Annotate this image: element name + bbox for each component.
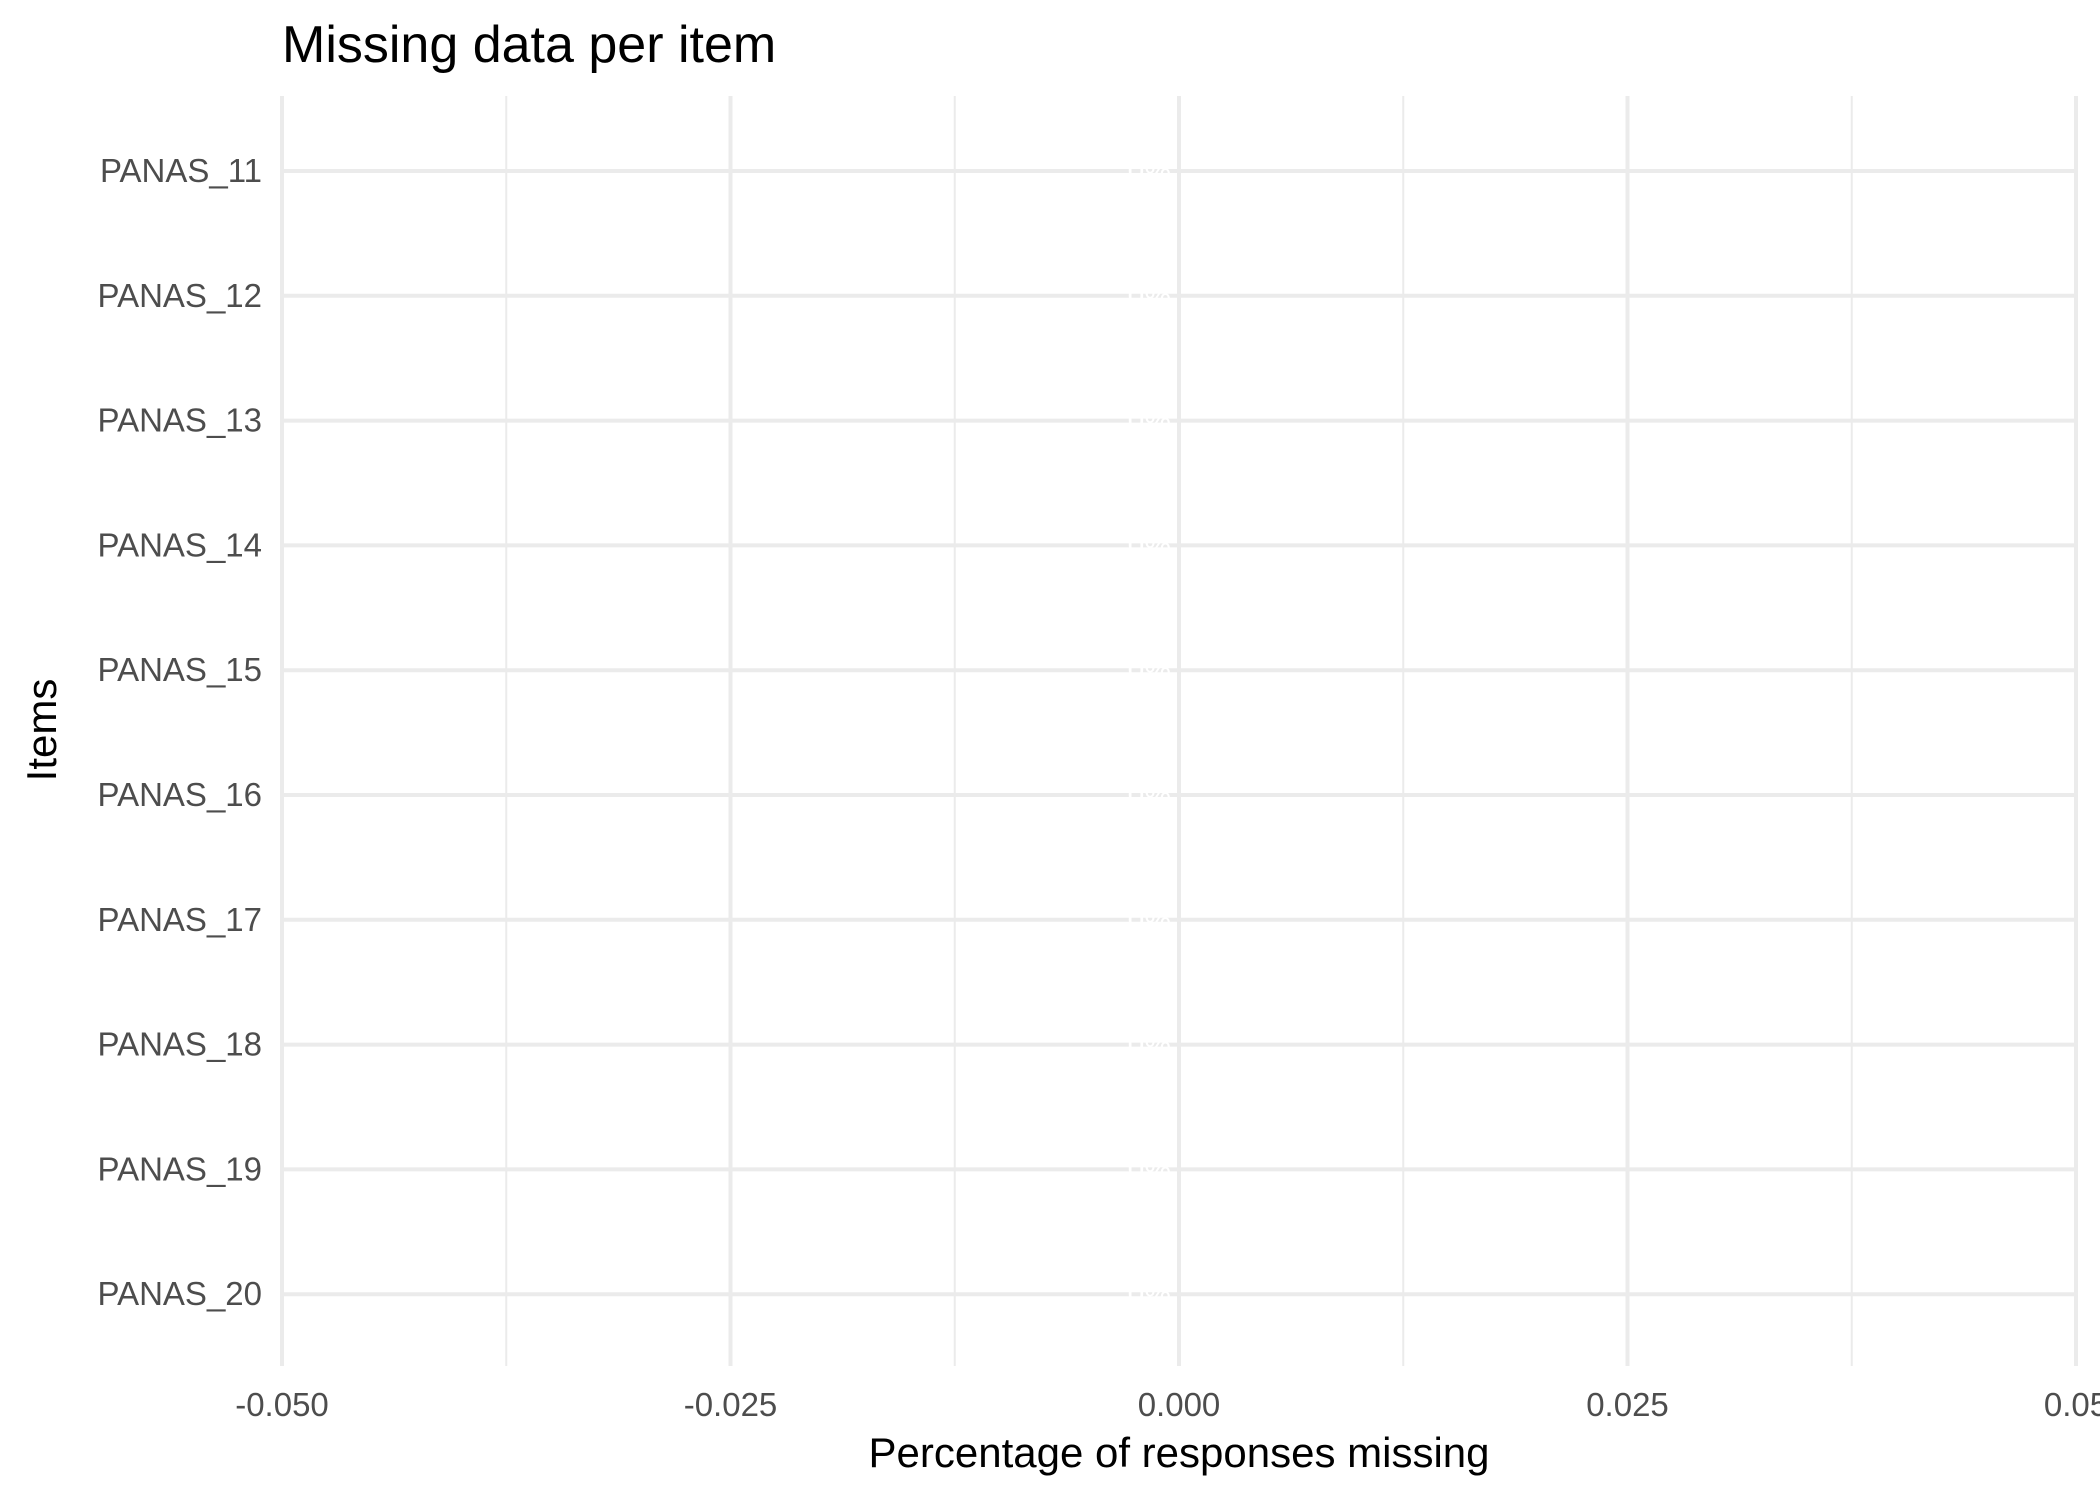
x-tick-label: -0.050 (235, 1386, 329, 1423)
chart-title: Missing data per item (282, 16, 776, 74)
bar-value-label: 0% (1128, 405, 1171, 438)
y-tick-label: PANAS_13 (98, 402, 262, 439)
y-tick-label: PANAS_14 (98, 526, 262, 563)
y-tick-label: PANAS_12 (98, 277, 262, 314)
y-tick-label: PANAS_15 (98, 651, 262, 688)
x-axis-title: Percentage of responses missing (869, 1429, 1490, 1476)
bar-value-label: 0% (1128, 904, 1171, 937)
y-axis-title: Items (18, 679, 65, 782)
x-axis-tick-labels: -0.050 -0.025 0.000 0.025 0.05 (235, 1386, 2100, 1423)
bar-value-label: 0% (1128, 779, 1171, 812)
x-tick-label: 0.025 (1586, 1386, 1669, 1423)
bar-value-label: 0% (1128, 155, 1171, 188)
y-tick-label: PANAS_19 (98, 1150, 262, 1187)
bar-value-label: 0% (1128, 280, 1171, 313)
bar-value-label: 0% (1128, 1278, 1171, 1311)
y-axis-tick-labels: PANAS_11 PANAS_12 PANAS_13 PANAS_14 PANAS_15… (98, 152, 262, 1312)
bar-value-label: 0% (1128, 1029, 1171, 1062)
bar-value-label: 0% (1128, 1153, 1171, 1186)
y-tick-label: PANAS_18 (98, 1026, 262, 1063)
y-tick-label: PANAS_11 (100, 152, 262, 189)
x-tick-label: -0.025 (684, 1386, 778, 1423)
y-tick-label: PANAS_17 (98, 901, 262, 938)
x-tick-label: 0.000 (1138, 1386, 1221, 1423)
bar-value-label: 0% (1128, 529, 1171, 562)
y-tick-label: PANAS_20 (98, 1275, 262, 1312)
y-tick-label: PANAS_16 (98, 776, 262, 813)
bar-labels: 0% 0% 0% 0% 0% 0% 0% 0% 0% 0% (1128, 155, 1171, 1311)
bar-value-label: 0% (1128, 654, 1171, 687)
x-tick-label: 0.05 (2044, 1386, 2100, 1423)
grid (280, 96, 2078, 1366)
